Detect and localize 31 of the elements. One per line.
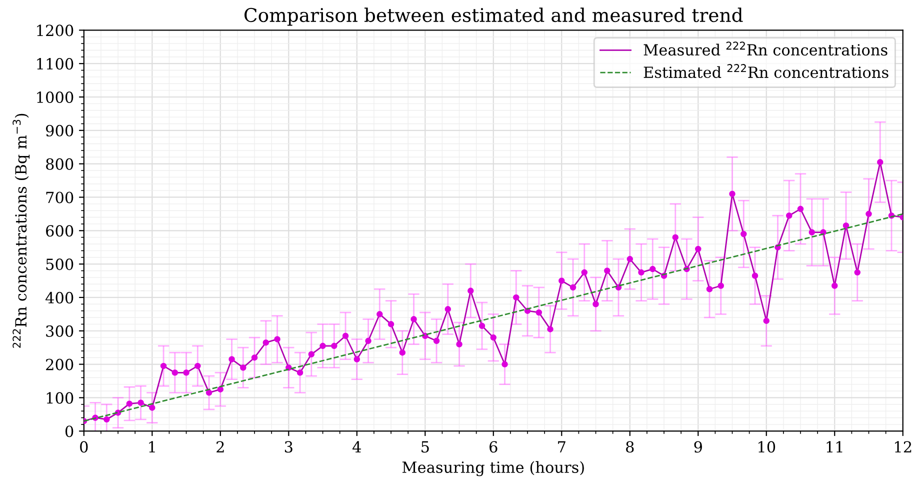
x-tick-label: 11 (826, 441, 842, 452)
y-tick-label: 1100 (37, 58, 74, 70)
y-tick-label: 500 (46, 258, 74, 270)
legend-label: Estimated $^{222}$Rn concentrations (644, 64, 888, 78)
y-tick-label: 0 (65, 426, 74, 438)
y-tick-label: 100 (46, 392, 74, 404)
x-tick-label: 8 (626, 441, 634, 453)
x-tick-label: 1 (149, 441, 155, 452)
x-tick-label: 3 (284, 441, 292, 453)
y-tick-label: 300 (46, 325, 74, 337)
y-tick-label: 700 (46, 192, 74, 204)
x-tick-label: 5 (422, 441, 429, 453)
x-tick-label: 10 (758, 441, 776, 453)
x-tick-label: 12 (895, 441, 912, 452)
x-tick-label: 7 (558, 441, 566, 452)
x-tick-label: 9 (694, 441, 702, 453)
y-tick-label: 1000 (37, 91, 74, 104)
y-tick-label: 800 (46, 158, 74, 170)
x-tick-label: 4 (352, 441, 361, 452)
y-tick-label: 1200 (37, 24, 74, 36)
y-tick-label: 900 (46, 124, 74, 136)
legend-label: Measured $^{222}$Rn concentrations (644, 42, 888, 56)
x-tick-label: 6 (490, 441, 498, 453)
chart-title: Comparison between estimated and measured trend (244, 8, 743, 26)
x-axis-title: Measuring time (hours) (402, 461, 584, 476)
y-tick-label: 600 (46, 225, 74, 237)
y-axis-title: $^{222}$Rn concentrations (Bq m$^{−3}$) (12, 114, 30, 348)
x-tick-label: 0 (80, 441, 88, 453)
y-tick-label: 400 (45, 292, 74, 304)
y-tick-label: 200 (46, 358, 74, 370)
x-tick-label: 2 (216, 441, 224, 452)
